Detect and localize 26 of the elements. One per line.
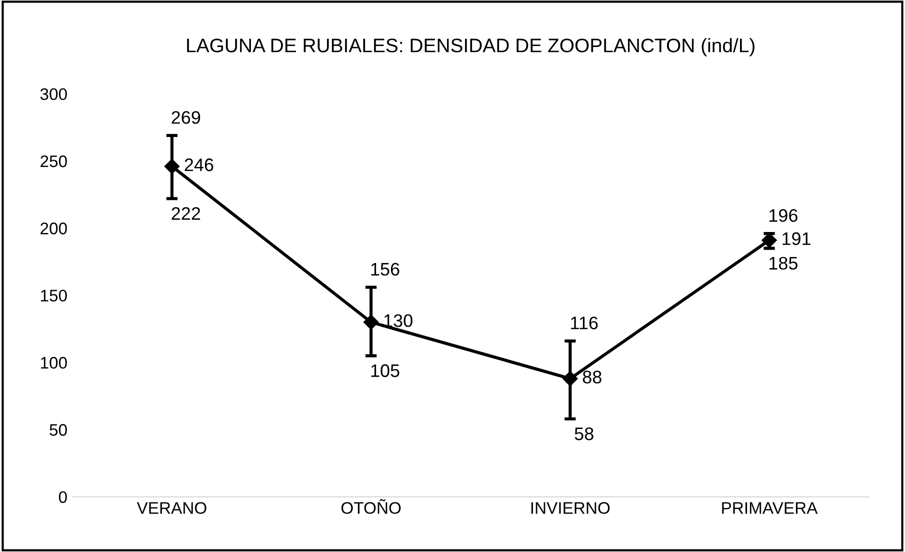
y-tick-label: 50	[50, 424, 67, 436]
x-tick-label: INVIERNO	[531, 502, 610, 514]
data-label: 88	[582, 370, 602, 384]
y-tick-label: 300	[40, 88, 67, 100]
annotation: 185	[770, 256, 798, 270]
point	[363, 314, 379, 330]
annotation: 105	[371, 364, 400, 378]
data-label: 246	[184, 158, 214, 172]
annotation: 269	[172, 111, 200, 124]
y-tick-label: 150	[41, 290, 67, 302]
point	[164, 158, 180, 174]
y-tick-label: 100	[41, 356, 67, 369]
data-label: 191	[782, 232, 810, 246]
y-tick-label: 0	[58, 491, 67, 504]
y-tick-label: 250	[40, 155, 67, 168]
x-tick-label: VERANO	[136, 502, 206, 514]
annotation: 156	[371, 262, 400, 276]
annotation: 196	[770, 209, 798, 222]
point	[562, 371, 578, 386]
x-tick-label: OTOÑO	[341, 499, 401, 514]
annotation: 222	[172, 207, 200, 220]
chart-title: LAGUNA DE RUBIALES: DENSIDAD DE ZOOPLANCTON (ind/L)	[187, 38, 754, 56]
y-tick-label: 200	[40, 222, 67, 234]
annotation: 58	[574, 427, 594, 440]
x-tick-label: PRIMAVERA	[722, 502, 818, 514]
annotation: 116	[571, 316, 598, 330]
